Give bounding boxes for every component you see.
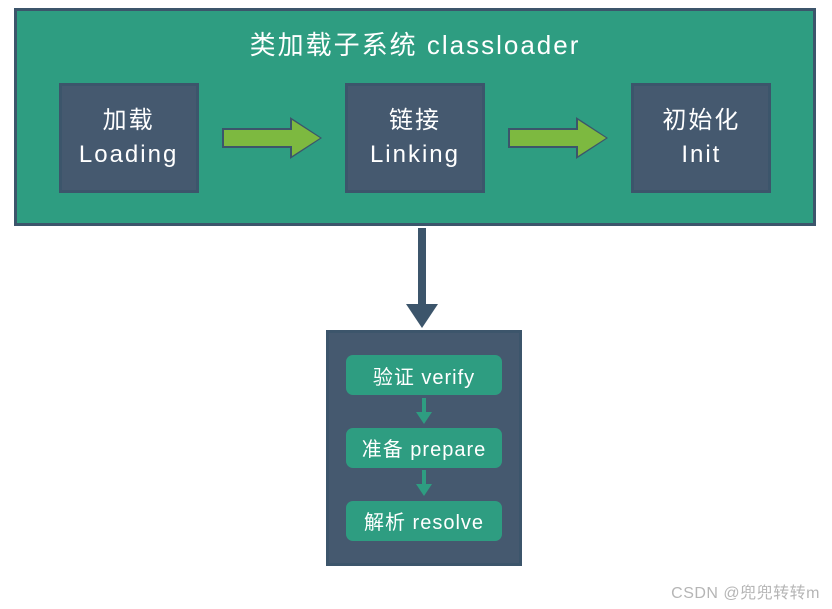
classloader-container: 类加载子系统 classloader 加载 Loading 链接 Linking… <box>14 8 816 226</box>
stage-init: 初始化 Init <box>631 83 771 193</box>
stage-loading: 加载 Loading <box>59 83 199 193</box>
stage-init-en: Init <box>681 138 721 172</box>
stages-row: 加载 Loading 链接 Linking 初始化 Init <box>17 83 813 193</box>
linking-substeps-container: 验证 verify 准备 prepare 解析 resolve <box>326 330 522 566</box>
substep-verify: 验证 verify <box>346 355 502 395</box>
arrow-linking-to-init <box>508 122 608 154</box>
arrow-loading-to-linking <box>222 122 322 154</box>
diagram-title: 类加载子系统 classloader <box>17 11 813 62</box>
stage-linking: 链接 Linking <box>345 83 485 193</box>
stage-init-cn: 初始化 <box>662 104 740 138</box>
stage-loading-cn: 加载 <box>103 104 155 138</box>
stage-loading-en: Loading <box>79 138 178 172</box>
stage-linking-en: Linking <box>370 138 460 172</box>
stage-linking-cn: 链接 <box>389 104 441 138</box>
watermark: CSDN @兜兜转转m <box>671 579 820 603</box>
substep-prepare: 准备 prepare <box>346 428 502 468</box>
substep-resolve: 解析 resolve <box>346 501 502 541</box>
arrow-linking-down <box>409 228 439 328</box>
